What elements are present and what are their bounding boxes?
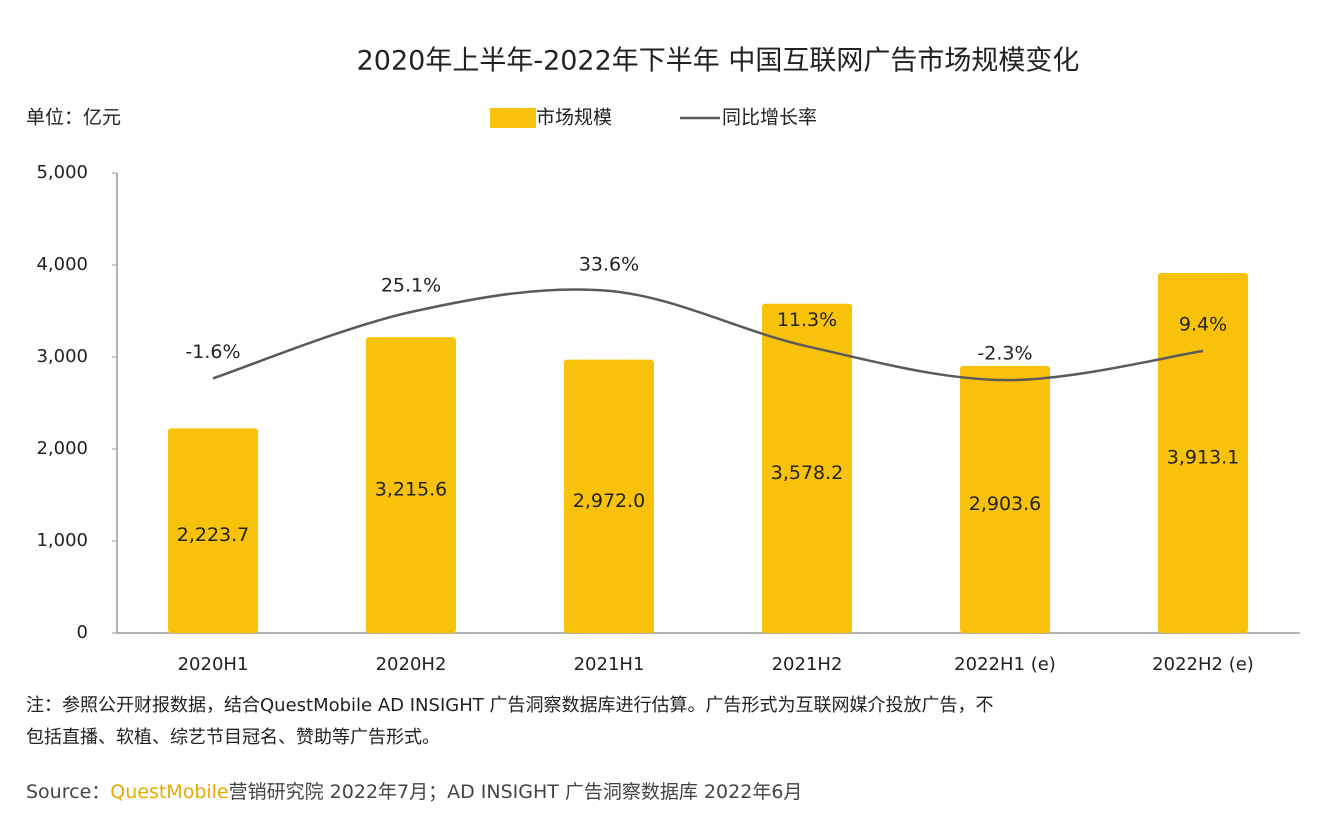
source-brand: QuestMobile: [110, 781, 228, 803]
x-tick-label: 2020H2: [376, 654, 447, 675]
y-tick-label: 1,000: [36, 530, 88, 551]
line-value-label: 33.6%: [579, 253, 639, 275]
bar-value-label: 2,903.6: [969, 493, 1042, 515]
x-tick-label: 2022H2 (e): [1152, 654, 1254, 675]
x-tick-label: 2021H1: [574, 654, 645, 675]
source-rest: 营销研究院 2022年7月；AD INSIGHT 广告洞察数据库 2022年6月: [229, 781, 803, 803]
bar-value-label: 3,578.2: [771, 462, 844, 484]
bar-value-label: 2,972.0: [573, 490, 646, 512]
line-value-label: -1.6%: [185, 341, 240, 363]
bar: [960, 365, 1050, 633]
bar-value-label: 3,913.1: [1167, 446, 1240, 468]
bar-value-label: 2,223.7: [177, 524, 250, 546]
note: 注：参照公开财报数据，结合QuestMobile AD INSIGHT 广告洞察…: [26, 695, 993, 716]
line-value-label: 25.1%: [381, 274, 441, 296]
bar-value-label: 3,215.6: [375, 479, 448, 501]
bar: [366, 337, 456, 633]
x-tick-label: 2022H1 (e): [954, 654, 1056, 675]
source: Source：QuestMobile营销研究院 2022年7月；AD INSIG…: [26, 781, 802, 803]
growth-line: [212, 288, 1204, 382]
line-value-label: 9.4%: [1179, 314, 1227, 336]
x-tick-label: 2020H1: [178, 654, 249, 675]
legend-swatch: [490, 108, 536, 128]
note: 包括直播、软植、综艺节目冠名、赞助等广告形式。: [26, 727, 440, 748]
unit-label: 单位：亿元: [26, 107, 121, 129]
bar: [564, 359, 654, 633]
y-tick-label: 5,000: [36, 162, 88, 183]
y-tick-label: 4,000: [36, 254, 88, 275]
bar: [1158, 272, 1248, 633]
y-tick-label: 3,000: [36, 346, 88, 367]
source-prefix: Source：: [26, 781, 110, 803]
x-tick-label: 2021H2: [772, 654, 843, 675]
legend-label: 同比增长率: [722, 107, 817, 129]
bar: [168, 428, 258, 633]
y-tick-label: 0: [77, 622, 88, 643]
y-tick-label: 2,000: [36, 438, 88, 459]
legend-label: 市场规模: [536, 107, 612, 129]
chart-title: 2020年上半年-2022年下半年 中国互联网广告市场规模变化: [357, 46, 1080, 77]
line-value-label: 11.3%: [777, 309, 837, 331]
bar: [762, 303, 852, 633]
line-value-label: -2.3%: [977, 343, 1032, 365]
